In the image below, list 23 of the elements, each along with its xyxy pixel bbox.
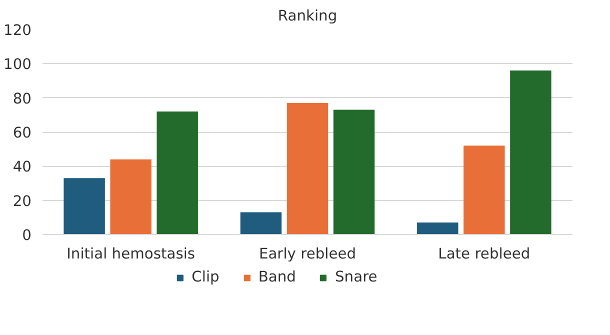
y-tick-label: 0	[22, 227, 32, 244]
bar	[240, 212, 282, 234]
bar	[333, 110, 375, 234]
y-tick-label: 80	[12, 90, 32, 108]
y-tick-label: 40	[12, 158, 32, 176]
bar	[156, 112, 198, 234]
chart-title: Ranking	[278, 8, 338, 24]
bar	[64, 178, 105, 234]
y-tick-label: 100	[4, 56, 32, 74]
legend-label: Band	[258, 268, 296, 286]
legend-label: Clip	[192, 268, 220, 286]
legend-label: Snare	[335, 268, 378, 286]
x-tick-label: Late rebleed	[438, 246, 530, 262]
bar	[286, 102, 328, 234]
bar	[510, 70, 552, 234]
y-tick-label: 60	[12, 124, 32, 142]
x-tick-label: Initial hemostasis	[66, 246, 196, 262]
y-tick-label: 20	[12, 192, 32, 210]
bar	[417, 222, 458, 234]
y-tick-label: 120	[4, 22, 32, 39]
bar	[110, 159, 152, 234]
bar	[464, 146, 505, 234]
x-tick-label: Early rebleed	[258, 246, 356, 262]
